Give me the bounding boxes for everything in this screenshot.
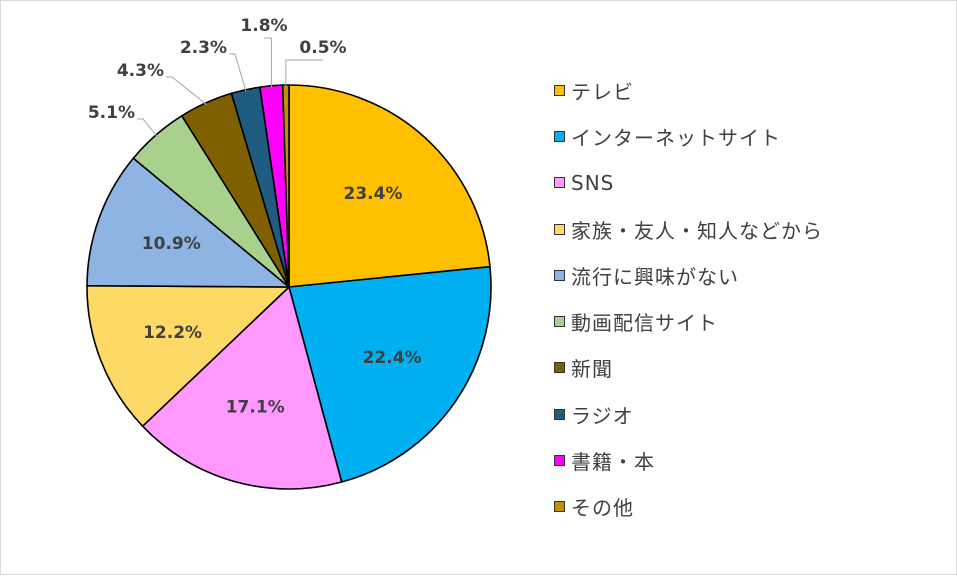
legend-item: インターネットサイト <box>554 113 823 159</box>
legend-label: 流行に興味がない <box>571 264 739 289</box>
legend-label: テレビ <box>571 79 634 104</box>
pie-slice <box>288 265 492 483</box>
data-label: 5.1% <box>88 103 135 123</box>
legend-label: SNS <box>571 170 615 195</box>
leader-line <box>229 53 247 92</box>
legend-label: ラジオ <box>571 403 634 428</box>
legend-swatch <box>554 223 565 235</box>
leader-line <box>137 118 158 137</box>
data-label: 1.8% <box>240 16 287 36</box>
legend-item: SNS <box>554 160 823 206</box>
legend-swatch <box>554 177 565 189</box>
data-label: 17.1% <box>226 398 285 418</box>
legend-item: その他 <box>554 484 823 530</box>
legend-item: 書籍・本 <box>554 437 823 483</box>
legend-label: 新聞 <box>571 357 613 382</box>
data-label: 4.3% <box>117 61 164 81</box>
data-label: 12.2% <box>143 323 202 343</box>
legend-label: 家族・友人・知人などから <box>571 218 823 243</box>
legend-label: その他 <box>571 496 634 521</box>
pie-slice <box>86 284 290 427</box>
legend-item: テレビ <box>554 67 823 113</box>
legend-swatch <box>554 362 565 374</box>
legend-swatch <box>554 455 565 467</box>
legend-swatch <box>554 316 565 328</box>
leader-line <box>166 76 208 106</box>
data-label: 2.3% <box>180 38 227 58</box>
pie-slice <box>288 84 491 288</box>
legend: テレビインターネットサイト SNS 家族・友人・知人などから 流行に興味がない 動画配信… <box>554 67 823 530</box>
legend-swatch <box>554 84 565 96</box>
data-label: 23.4% <box>344 184 403 204</box>
data-label: 10.9% <box>142 234 201 254</box>
legend-item: ラジオ <box>554 391 823 437</box>
legend-label: 書籍・本 <box>571 450 655 475</box>
legend-item: 流行に興味がない <box>554 252 823 298</box>
legend-swatch <box>554 130 565 142</box>
leader-line <box>264 37 272 88</box>
legend-swatch <box>554 408 565 420</box>
leader-line <box>285 59 323 87</box>
legend-item: 動画配信サイト <box>554 298 823 344</box>
legend-label: 動画配信サイト <box>571 311 718 336</box>
legend-swatch <box>554 269 565 281</box>
legend-item: 家族・友人・知人などから <box>554 206 823 252</box>
pie-slice <box>141 286 343 490</box>
pie-slice <box>86 157 290 288</box>
data-label: 0.5% <box>299 38 346 58</box>
legend-item: 新聞 <box>554 345 823 391</box>
legend-label: インターネットサイト <box>571 125 781 150</box>
legend-swatch <box>554 501 565 513</box>
data-label: 22.4% <box>363 348 422 368</box>
